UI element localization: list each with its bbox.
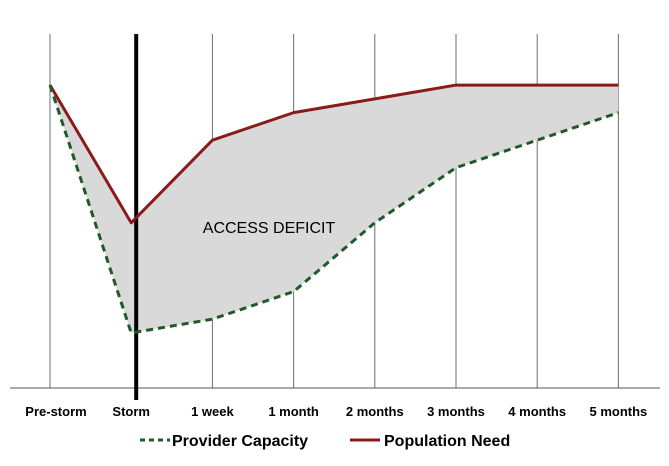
x-tick-labels: Pre-storm Storm 1 week 1 month 2 months 3 mon… [25,404,647,419]
annotation-access-deficit: ACCESS DEFICIT [203,220,336,237]
legend-label-population-need: Population Need [384,433,510,450]
legend: Provider Capacity Population Need [140,433,510,450]
x-tick-label-5-months: 5 months [590,404,648,419]
x-tick-label-1-week: 1 week [191,404,234,419]
x-tick-label-2-months: 2 months [346,404,404,419]
series-line-provider-capacity [48,84,619,335]
x-tick-label-storm: Storm [112,404,150,419]
x-tick-label-3-months: 3 months [427,404,485,419]
x-tick-label-pre-storm: Pre-storm [25,404,86,419]
access-deficit-area [50,85,619,333]
legend-label-provider-capacity: Provider Capacity [172,433,308,450]
x-tick-label-1-month: 1 month [268,404,319,419]
series-line-population-need [48,83,619,225]
x-tick-label-4-months: 4 months [508,404,566,419]
